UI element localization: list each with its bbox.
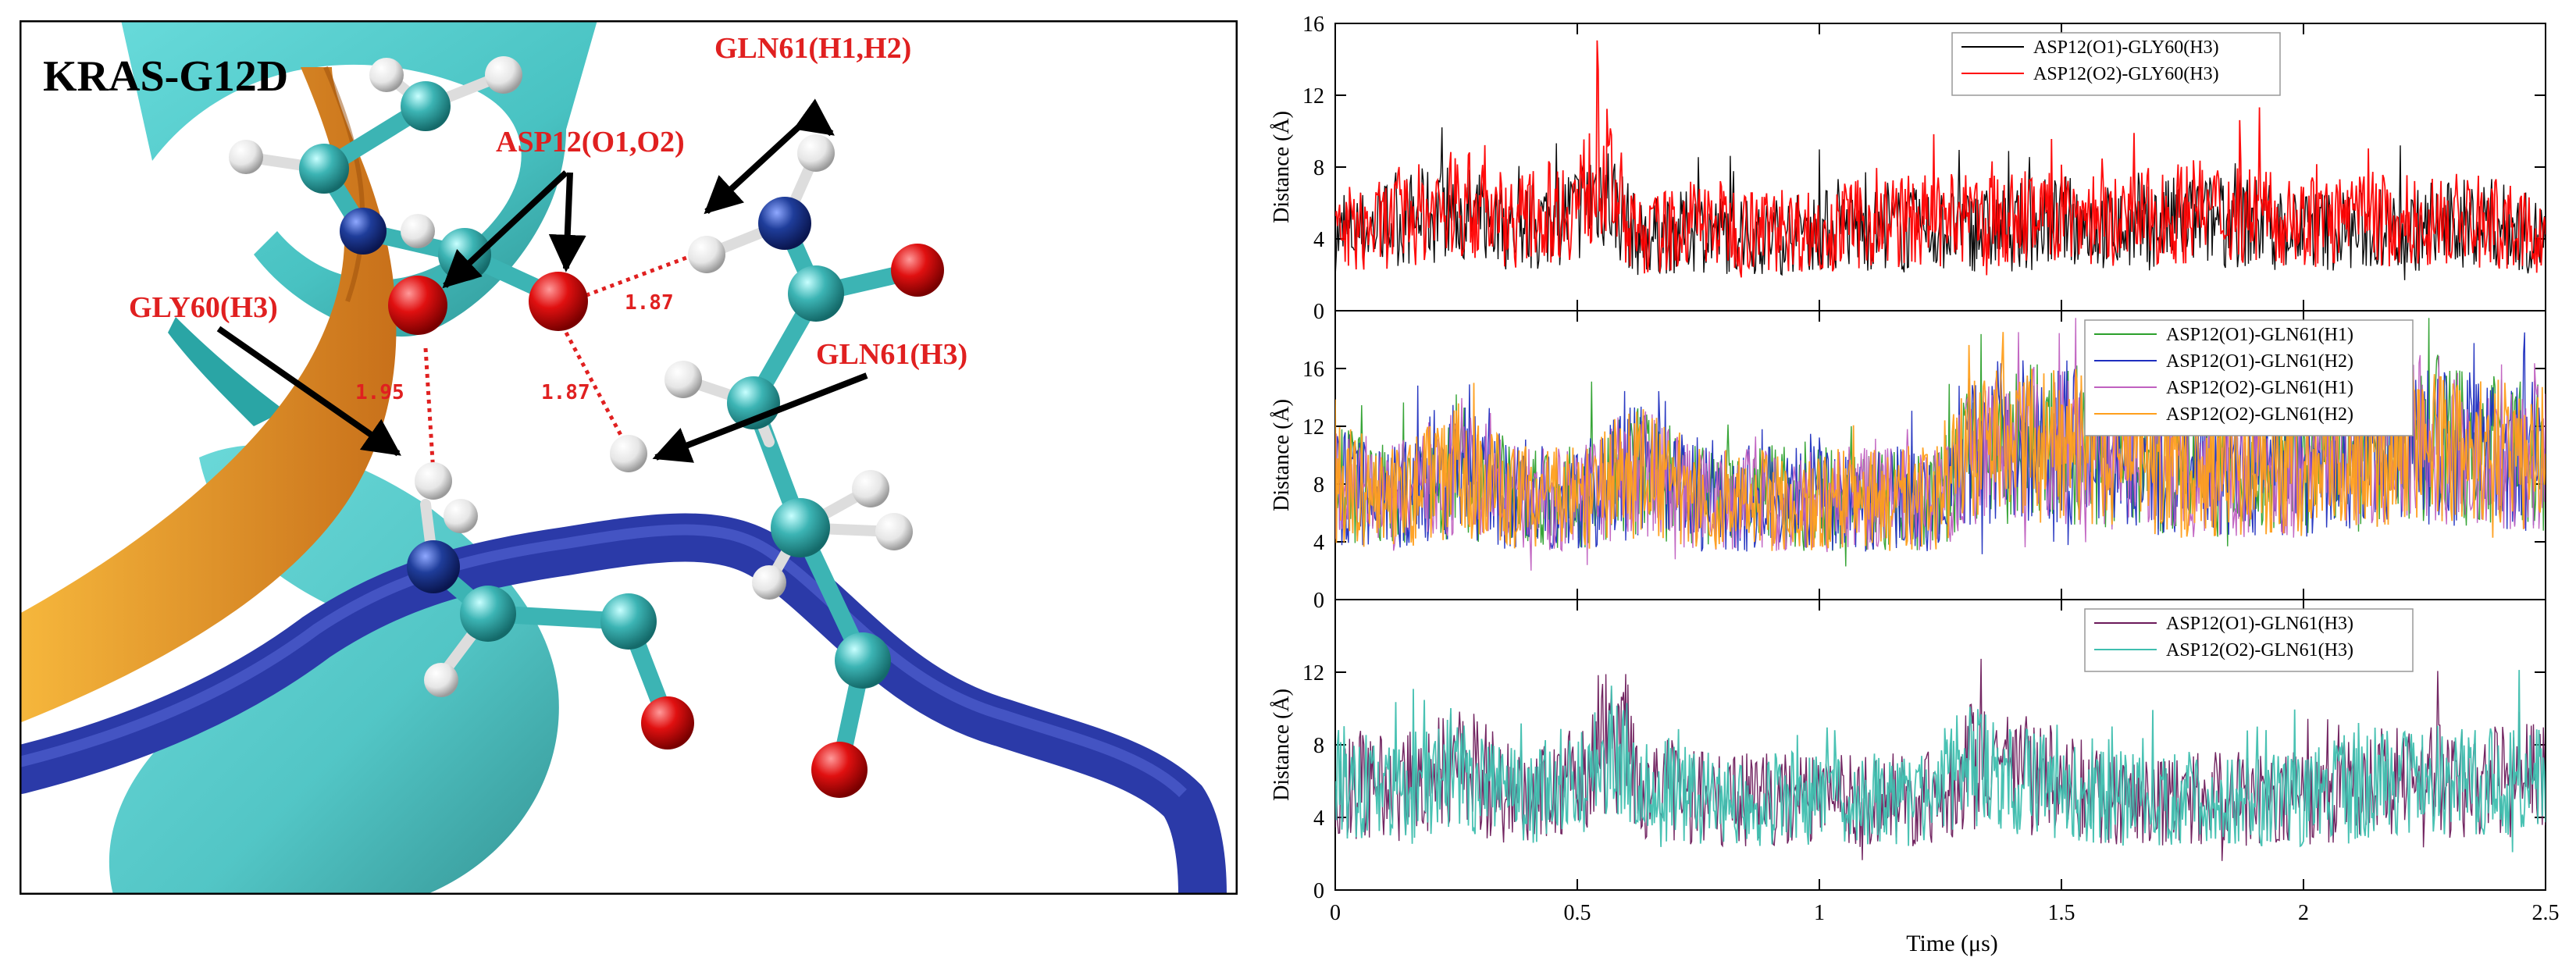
legend-entry: ASP12(O1)-GLY60(H3) (2033, 37, 2219, 58)
legend-entry: ASP12(O1)-GLN61(H1) (2166, 325, 2353, 345)
arrow-asp12-o1 (442, 170, 568, 289)
annotation-arrows (216, 98, 868, 463)
y-tick-label: 12 (1302, 415, 1324, 440)
legend-entry: ASP12(O2)-GLN61(H1) (2166, 378, 2353, 398)
y-tick-label: 8 (1313, 156, 1324, 180)
molecular-rendering-panel: KRAS-G12D GLN61(H1,H2) ASP12(O1,O2) GLY6… (0, 20, 1238, 919)
y-tick-label: 0 (1313, 300, 1324, 324)
y-tick-label: 0 (1313, 879, 1324, 903)
legend-entry: ASP12(O2)-GLY60(H3) (2033, 64, 2219, 84)
label-gly60: GLY60(H3) (129, 291, 278, 324)
y-tick-label: 16 (1302, 12, 1324, 37)
y-tick-label: 4 (1313, 806, 1324, 831)
hydrogen-bonds (423, 252, 696, 474)
series-line (1335, 332, 2546, 551)
legend-entry: ASP12(O1)-GLN61(H2) (2166, 351, 2353, 372)
plot-frame (1334, 23, 2546, 312)
y-tick-label: 0 (1313, 589, 1324, 613)
distance-charts: 0 4 8 12 16 Distance (Å) ASP12(O1)-GLY60(H3) AS… (1249, 0, 2576, 968)
x-axis-label: Time (μs) (1906, 931, 1998, 956)
panel-title: KRAS-G12D (43, 52, 288, 101)
legend: ASP12(O1)-GLN61(H1) ASP12(O1)-GLN61(H2) AS… (2084, 319, 2414, 436)
series-line (1335, 40, 2546, 278)
label-asp12: ASP12(O1,O2) (496, 126, 685, 158)
blue-backbone-tube (0, 513, 1227, 919)
legend-entry: ASP12(O1)-GLN61(H3) (2166, 614, 2353, 634)
panel-border (19, 20, 1238, 895)
molecular-rendering: KRAS-G12D GLN61(H1,H2) ASP12(O1,O2) GLY6… (0, 20, 1238, 919)
y-tick-label: 4 (1313, 228, 1324, 252)
distance-label: 1.87 (541, 381, 590, 404)
legend: ASP12(O1)-GLN61(H3) ASP12(O2)-GLN61(H3) (2084, 608, 2414, 672)
y-tick-label: 12 (1302, 84, 1324, 109)
y-tick-label: 16 (1302, 358, 1324, 382)
y-axis-label: Distance (Å) (1270, 689, 1294, 801)
legend: ASP12(O1)-GLY60(H3) ASP12(O2)-GLY60(H3) (1951, 32, 2281, 96)
y-tick-label: 4 (1313, 531, 1324, 555)
y-tick-label: 8 (1313, 473, 1324, 497)
x-tick-label: 2 (2298, 901, 2309, 925)
arrow-asp12-o2 (548, 172, 586, 272)
arrow-gln61-h1 (704, 119, 807, 215)
legend-entry: ASP12(O2)-GLN61(H2) (2166, 404, 2353, 425)
orange-ribbon (20, 66, 397, 723)
x-tick-label: 0 (1330, 901, 1341, 925)
x-tick-label: 2.5 (2532, 901, 2560, 925)
arrow-gly60 (216, 326, 401, 457)
y-axis-label: Distance (Å) (1270, 111, 1294, 223)
series-line (1335, 670, 2546, 853)
legend-entry: ASP12(O2)-GLN61(H3) (2166, 640, 2353, 660)
arrow-gln61-h2 (793, 98, 835, 137)
y-tick-label: 12 (1302, 661, 1324, 685)
label-gln61-h3: GLN61(H3) (816, 338, 967, 371)
distance-label: 1.95 (355, 381, 404, 404)
series-line (1335, 127, 2546, 280)
y-tick-label: 8 (1313, 734, 1324, 758)
x-tick-label: 1 (1814, 901, 1825, 925)
x-tick-label: 1.5 (2048, 901, 2075, 925)
y-axis-label: Distance (Å) (1270, 399, 1294, 511)
x-tick-label: 0.5 (1564, 901, 1591, 925)
label-gln61-h1h2: GLN61(H1,H2) (714, 32, 911, 65)
arrow-gln61-h3 (652, 372, 868, 463)
distance-label: 1.87 (625, 291, 674, 315)
